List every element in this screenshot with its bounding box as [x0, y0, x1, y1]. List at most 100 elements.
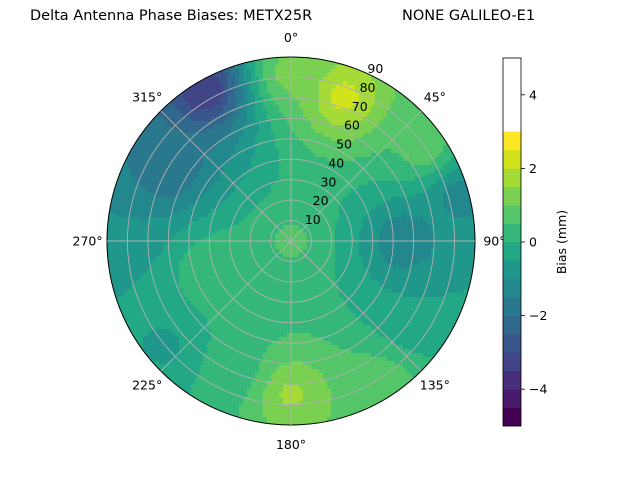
heat-cell	[295, 117, 300, 122]
heat-cell	[339, 217, 344, 222]
heat-cell	[179, 217, 184, 222]
heat-cell	[159, 273, 164, 278]
heat-cell	[191, 121, 196, 126]
heat-cell	[187, 149, 192, 154]
heat-cell	[247, 121, 252, 126]
heat-cell	[343, 81, 348, 86]
heat-cell	[143, 129, 148, 134]
heat-cell	[195, 101, 200, 106]
heat-cell	[159, 145, 164, 150]
heat-cell	[355, 133, 360, 138]
heat-cell	[119, 213, 124, 218]
heat-cell	[187, 141, 192, 146]
heat-cell	[287, 153, 292, 158]
heat-cell	[155, 217, 160, 222]
heat-cell	[271, 269, 276, 274]
heat-cell	[283, 65, 288, 70]
heat-cell	[195, 177, 200, 182]
heat-cell	[323, 201, 328, 206]
heat-cell	[251, 141, 256, 146]
heat-cell	[247, 245, 252, 250]
heat-cell	[231, 141, 236, 146]
heat-cell	[143, 113, 148, 118]
heat-cell	[163, 213, 168, 218]
heat-cell	[407, 221, 412, 226]
heat-cell	[219, 81, 224, 86]
heat-cell	[167, 217, 172, 222]
heat-cell	[251, 113, 256, 118]
heat-cell	[207, 253, 212, 258]
heat-cell	[399, 253, 404, 258]
heat-cell	[231, 161, 236, 166]
heat-cell	[183, 213, 188, 218]
heat-cell	[275, 77, 280, 82]
heat-cell	[275, 93, 280, 98]
heat-cell	[207, 273, 212, 278]
heat-cell	[347, 117, 352, 122]
heat-cell	[235, 221, 240, 226]
heat-cell	[347, 69, 352, 74]
heat-cell	[115, 153, 120, 158]
heat-cell	[415, 237, 420, 242]
heat-cell	[435, 201, 440, 206]
heat-cell	[175, 269, 180, 274]
heat-cell	[115, 221, 120, 226]
heat-cell	[391, 157, 396, 162]
heat-cell	[403, 233, 408, 238]
heat-cell	[407, 125, 412, 130]
heat-cell	[319, 117, 324, 122]
heat-cell	[447, 165, 452, 170]
heat-cell	[279, 209, 284, 214]
heat-cell	[199, 245, 204, 250]
heat-cell	[355, 261, 360, 266]
heat-cell	[439, 181, 444, 186]
heat-cell	[215, 185, 220, 190]
heat-cell	[131, 117, 136, 122]
heat-cell	[167, 269, 172, 274]
heat-cell	[211, 233, 216, 238]
heat-cell	[179, 97, 184, 102]
heat-cell	[291, 209, 296, 214]
heat-cell	[419, 61, 424, 66]
heat-cell	[295, 109, 300, 114]
heat-cell	[379, 133, 384, 138]
heat-cell	[215, 253, 220, 258]
heat-cell	[143, 221, 148, 226]
heat-cell	[299, 177, 304, 182]
heat-cell	[179, 261, 184, 266]
heat-cell	[471, 65, 475, 70]
heat-cell	[299, 117, 304, 122]
heat-cell	[215, 97, 220, 102]
heat-cell	[391, 81, 396, 86]
heat-cell	[135, 213, 140, 218]
heat-cell	[379, 125, 384, 130]
heat-cell	[179, 253, 184, 258]
heat-cell	[347, 225, 352, 230]
heat-cell	[311, 145, 316, 150]
heat-cell	[403, 209, 408, 214]
heat-cell	[291, 141, 296, 146]
heat-cell	[219, 249, 224, 254]
heat-cell	[155, 253, 160, 258]
heat-cell	[391, 249, 396, 254]
heat-cell	[331, 117, 336, 122]
heat-cell	[227, 121, 232, 126]
heat-cell	[271, 161, 276, 166]
heat-cell	[223, 93, 228, 98]
heat-cell	[367, 185, 372, 190]
heat-cell	[219, 217, 224, 222]
heat-cell	[391, 145, 396, 150]
heat-cell	[447, 109, 452, 114]
heat-cell	[339, 157, 344, 162]
heat-cell	[407, 161, 412, 166]
heat-cell	[319, 213, 324, 218]
heat-cell	[435, 81, 440, 86]
heat-cell	[295, 93, 300, 98]
heat-cell	[147, 253, 152, 258]
heat-cell	[355, 209, 360, 214]
heat-cell	[467, 265, 472, 270]
heat-cell	[471, 117, 475, 122]
heat-cell	[347, 253, 352, 258]
heat-cell	[443, 161, 448, 166]
heat-cell	[395, 105, 400, 110]
